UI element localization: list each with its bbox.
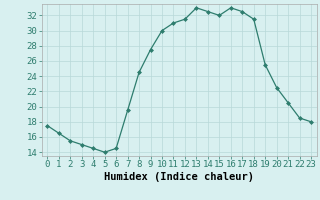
X-axis label: Humidex (Indice chaleur): Humidex (Indice chaleur): [104, 172, 254, 182]
